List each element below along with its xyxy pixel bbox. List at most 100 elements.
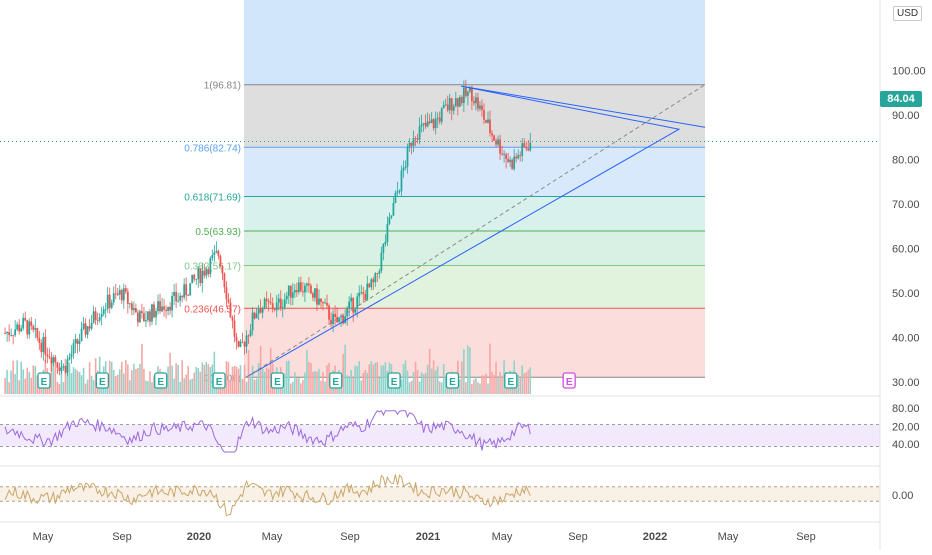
earnings-marker — [504, 372, 518, 389]
volume-bar — [358, 361, 361, 394]
volume-bar — [255, 378, 258, 394]
volume-bar — [62, 382, 65, 394]
candle-body — [84, 323, 87, 335]
y-tick-label: 70.00 — [892, 199, 920, 211]
volume-bar — [129, 380, 131, 394]
candle-body — [64, 366, 67, 373]
volume-bar — [112, 369, 115, 394]
volume-bar — [185, 374, 187, 394]
volume-bar — [479, 383, 481, 394]
volume-bar — [290, 383, 292, 394]
volume-bar — [448, 383, 451, 394]
volume-bar — [56, 381, 59, 394]
volume-bar — [463, 349, 465, 394]
volume-bar — [233, 365, 236, 394]
candle-body — [161, 306, 163, 312]
volume-bar — [197, 368, 200, 394]
candle-body — [229, 302, 232, 318]
candle-body — [364, 293, 367, 301]
volume-bar — [469, 347, 471, 394]
candle-body — [297, 282, 300, 293]
candle-body — [436, 117, 439, 119]
candle-body — [179, 295, 182, 301]
candle-body — [96, 319, 99, 321]
candle-body — [217, 250, 220, 256]
volume-bar — [306, 349, 308, 394]
candle-body — [110, 302, 113, 308]
candle-body — [177, 300, 180, 302]
candle-body — [485, 119, 487, 123]
volume-bar — [499, 371, 501, 394]
candle-body — [20, 328, 23, 332]
x-tick-label: Sep — [796, 531, 816, 543]
candle-body — [106, 294, 109, 309]
fib-top-zone — [244, 0, 705, 85]
x-tick-label: 2022 — [643, 531, 667, 543]
x-tick-label: Sep — [568, 531, 588, 543]
volume-bar — [68, 362, 71, 394]
candle-body — [511, 159, 514, 169]
earnings-marker-label: E — [216, 377, 223, 388]
x-tick-label: May — [262, 531, 283, 543]
candle-body — [394, 192, 397, 204]
volume-bar — [171, 365, 173, 394]
volume-bar — [308, 362, 310, 394]
candle-body — [404, 166, 407, 169]
volume-bar — [253, 379, 256, 394]
candle-body — [372, 279, 375, 283]
candle-body — [346, 308, 349, 317]
volume-bar — [322, 372, 324, 394]
volume-bar — [24, 378, 27, 394]
candle-body — [362, 292, 365, 294]
volume-bar — [342, 353, 344, 394]
volume-bar — [239, 365, 242, 394]
volume-bar — [489, 343, 491, 394]
candle-body — [153, 304, 155, 318]
candle-body — [368, 283, 371, 288]
volume-bar — [292, 381, 294, 394]
volume-bar — [177, 364, 179, 394]
volume-bar — [52, 354, 55, 394]
earnings-marker-label: E — [566, 377, 573, 388]
candle-body — [201, 270, 204, 284]
candle-body — [406, 146, 409, 167]
volume-bar — [346, 375, 348, 394]
volume-bar — [22, 369, 25, 394]
candle-body — [468, 87, 471, 92]
volume-bar — [173, 378, 175, 394]
volume-bar — [471, 383, 473, 394]
candle-body — [151, 304, 153, 322]
volume-bar — [374, 362, 377, 394]
candle-body — [122, 288, 125, 301]
x-tick-label: May — [718, 531, 739, 543]
candle-body — [195, 279, 198, 280]
volume-bar — [8, 382, 10, 394]
volume-bar — [408, 382, 411, 394]
candle-body — [231, 317, 234, 321]
candle-body — [205, 269, 208, 276]
oscillator-line — [4, 474, 531, 517]
candle-body — [380, 252, 383, 272]
candle-body — [310, 285, 312, 294]
volume-bar — [314, 370, 316, 394]
volume-bar — [199, 371, 202, 394]
earnings-marker — [95, 372, 109, 389]
candle-body — [155, 311, 157, 318]
candle-body — [416, 138, 419, 140]
x-tick-label: Sep — [340, 531, 360, 543]
candle-body — [354, 308, 357, 313]
candle-body — [116, 293, 119, 295]
volume-bar — [267, 368, 270, 394]
candle-body — [32, 325, 35, 330]
volume-bar — [139, 363, 141, 394]
volume-bar — [434, 370, 437, 394]
volume-bar — [370, 361, 373, 394]
candle-body — [316, 288, 318, 305]
candle-body — [213, 252, 216, 256]
candle-body — [378, 271, 381, 274]
candle-body — [143, 313, 145, 322]
candle-body — [458, 97, 461, 107]
volume-bar — [529, 367, 532, 394]
candle-body — [376, 273, 379, 274]
